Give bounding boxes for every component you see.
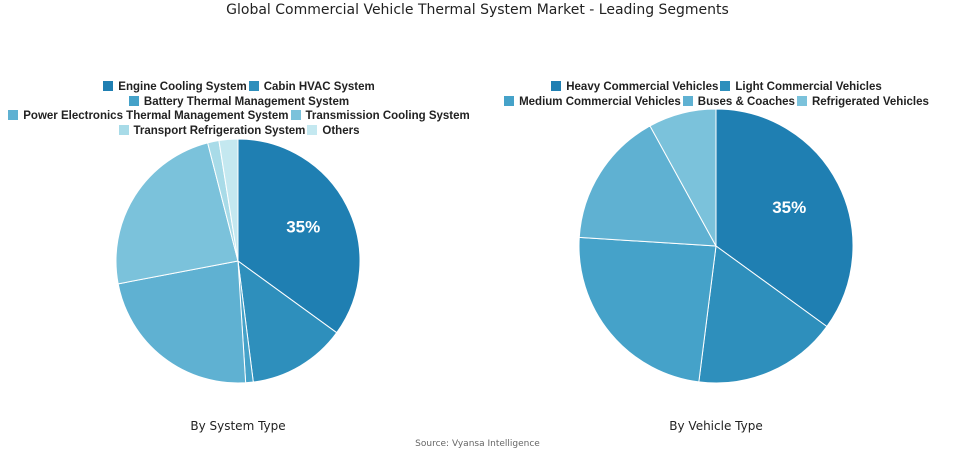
legend-item-medium-commercial-vehicles: Medium Commercial Vehicles	[504, 95, 681, 110]
legend-swatch	[720, 81, 731, 91]
legend-label: Engine Cooling System	[118, 81, 247, 93]
caption-vehicle-type: By Vehicle Type	[669, 419, 763, 433]
legend-label: Light Commercial Vehicles	[735, 81, 882, 93]
slice-light-commercial-vehicles	[698, 245, 828, 384]
legend-label: Others	[322, 124, 360, 137]
caption-system-type: By System Type	[190, 419, 286, 433]
slice-engine-cooling-system	[237, 138, 361, 334]
legend-swatch	[103, 81, 114, 91]
legend-item-refrigerated-vehicles: Refrigerated Vehicles	[796, 95, 929, 110]
slice-transmission-cooling-system	[115, 142, 239, 285]
slice-power-electronics-thermal-management-system	[117, 260, 247, 384]
legend-label: Battery Thermal Management System	[143, 95, 350, 108]
pie-system-type: 35%	[115, 138, 361, 384]
slice-buses-and-coaches	[578, 125, 717, 247]
legend-swatch	[290, 110, 301, 120]
legend-swatch	[796, 95, 807, 106]
data-label-heavy-commercial-vehicles: 35%	[772, 198, 806, 217]
legend-vehicle-type: Heavy Commercial Vehicles Light Commercia…	[478, 80, 955, 109]
slice-cabin-hvac-system	[237, 259, 338, 383]
legend-label: Refrigerated Vehicles	[811, 95, 929, 108]
legend-swatch	[8, 110, 19, 120]
legend-item-engine-cooling-system: Engine Cooling System	[103, 80, 247, 95]
legend-item-transport-refrigeration-system: Transport Refrigeration System	[118, 124, 306, 139]
legend-item-heavy-commercial-vehicles: Heavy Commercial Vehicles	[551, 80, 718, 95]
legend-label: Heavy Commercial Vehicles	[566, 81, 719, 93]
legend-item-battery-thermal-management-system: Battery Thermal Management System	[128, 95, 350, 110]
chart-title: Global Commercial Vehicle Thermal System…	[226, 2, 729, 18]
data-label-engine-cooling-system: 35%	[286, 217, 320, 236]
legend-label: Power Electronics Thermal Management Sys…	[23, 110, 289, 122]
legend-label: Buses & Coaches	[697, 95, 795, 108]
legend-item-others: Others	[307, 124, 359, 139]
legend-item-buses-and-coaches: Buses & Coaches	[682, 95, 795, 110]
slice-refrigerated-vehicles	[649, 108, 717, 247]
legend-swatch	[118, 124, 129, 135]
pie-vehicle-type: 35%	[578, 108, 854, 384]
legend-item-cabin-hvac-system: Cabin HVAC System	[248, 80, 375, 95]
legend-swatch	[128, 95, 139, 106]
legend-label: Medium Commercial Vehicles	[519, 95, 681, 108]
legend-label: Transport Refrigeration System	[133, 124, 306, 137]
slice-medium-commercial-vehicles	[578, 236, 717, 383]
legend-swatch	[682, 95, 693, 106]
legend-item-light-commercial-vehicles: Light Commercial Vehicles	[720, 80, 882, 95]
legend-swatch	[551, 81, 562, 91]
legend-item-transmission-cooling-system: Transmission Cooling System	[290, 109, 470, 124]
legend-system-type: Engine Cooling System Cabin HVAC System Ba…	[0, 80, 478, 138]
legend-label: Transmission Cooling System	[305, 110, 470, 122]
slice-others	[218, 138, 239, 262]
legend-item-power-electronics-thermal-management-system: Power Electronics Thermal Management Sys…	[8, 109, 289, 124]
legend-swatch	[307, 124, 318, 135]
slice-heavy-commercial-vehicles	[715, 108, 854, 328]
legend-swatch	[248, 81, 259, 91]
source-note: Source: Vyansa Intelligence	[415, 439, 540, 449]
legend-label: Cabin HVAC System	[263, 81, 375, 93]
legend-swatch	[504, 95, 515, 106]
